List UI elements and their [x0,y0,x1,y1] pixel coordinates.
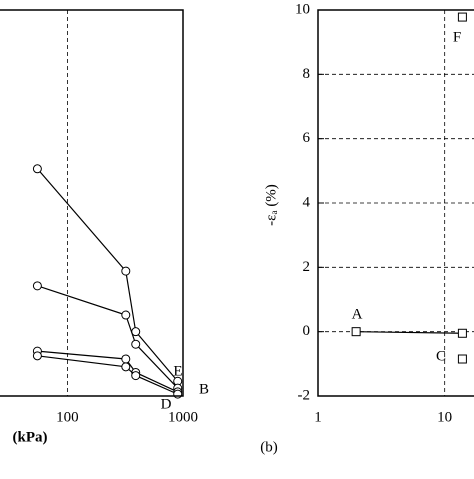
annotation: D [161,396,172,412]
annotation: A [352,306,363,322]
axis-frame [0,9,184,397]
annotation: F [453,29,461,45]
marker [32,164,42,174]
y-tick-label: -2 [298,387,311,403]
x-tick-label: 10 [437,409,452,425]
marker [121,266,131,276]
series-line [36,168,179,382]
marker [32,351,42,361]
x-tick-label: 1 [314,409,322,425]
x-tick-label: 100 [56,409,79,425]
series-line [37,355,178,395]
marker [457,12,467,22]
x-tick-label: 1000 [168,409,198,425]
y-tick-label: 8 [303,66,311,82]
marker [457,354,467,364]
marker [121,362,131,372]
marker [457,328,467,338]
x-axis-label: (kPa) [13,429,48,445]
marker [131,371,141,381]
marker [131,339,141,349]
plot-area [317,9,474,397]
marker [121,310,131,320]
marker [121,354,131,364]
y-tick-label: 4 [303,194,311,210]
annotation: C [436,348,446,364]
marker [32,281,42,291]
annotation: B [199,381,209,397]
series-line [37,285,179,389]
chart-title: (b) [260,439,278,455]
y-axis-label: -εₐ (%) [263,184,279,226]
y-tick-label: 2 [303,259,311,275]
annotation: E [173,363,182,379]
y-tick-label: 10 [295,1,310,17]
y-tick-label: 0 [303,323,311,339]
y-tick-label: 6 [303,130,311,146]
axis-frame [317,9,474,397]
marker [351,327,361,337]
series-line [356,331,463,334]
series-line [37,350,178,393]
marker [173,389,183,399]
plot-area [32,10,184,399]
